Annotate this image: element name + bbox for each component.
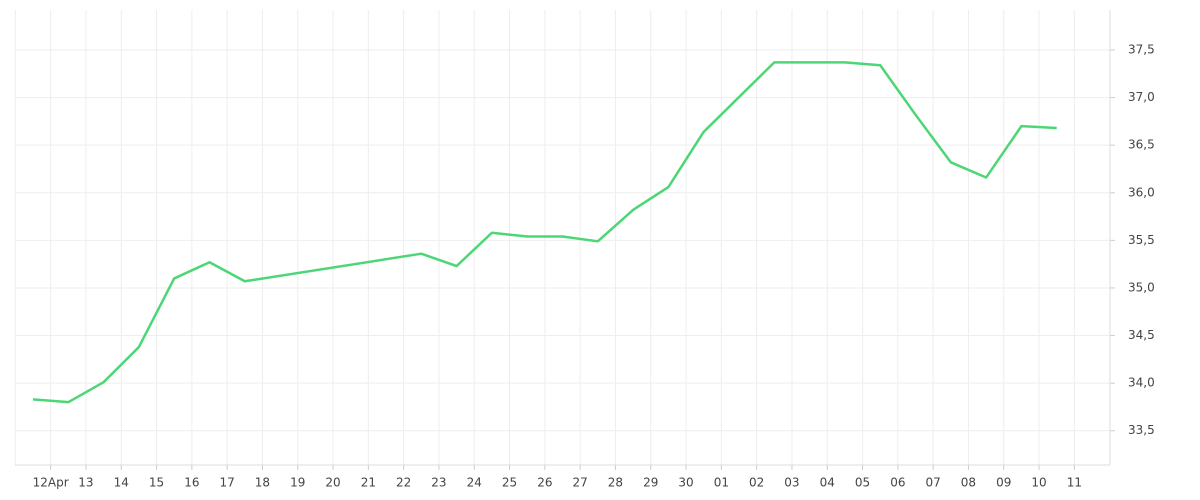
y-tick-label: 35,5: [1128, 233, 1155, 247]
x-tick-label: 17: [220, 476, 235, 490]
y-tick-label: 37,5: [1128, 42, 1155, 56]
x-tick-label: 29: [643, 476, 658, 490]
x-tick-label: 06: [890, 476, 905, 490]
x-tick-label: 13: [78, 476, 93, 490]
x-tick-label: 19: [290, 476, 305, 490]
x-tick-label: 10: [1031, 476, 1046, 490]
x-tick-label: 28: [608, 476, 623, 490]
y-tick-label: 36,5: [1128, 138, 1155, 152]
x-tick-label: 09: [996, 476, 1011, 490]
x-tick-label: 03: [784, 476, 799, 490]
x-tick-label: 21: [361, 476, 376, 490]
x-tick-label: 16: [184, 476, 199, 490]
y-tick-label: 33,5: [1128, 423, 1155, 437]
x-tick-label: 07: [926, 476, 941, 490]
x-tick-label: 26: [537, 476, 552, 490]
y-tick-label: 37,0: [1128, 90, 1155, 104]
x-tick-label: 25: [502, 476, 517, 490]
x-tick-label: 05: [855, 476, 870, 490]
x-tick-label: 08: [961, 476, 976, 490]
x-tick-label: 11: [1067, 476, 1082, 490]
x-tick-label: 23: [431, 476, 446, 490]
x-tick-label: 02: [749, 476, 764, 490]
x-tick-label: 04: [820, 476, 835, 490]
line: [32, 61, 1057, 404]
x-tick-label: 12Apr: [33, 476, 69, 490]
x-tick-label: 22: [396, 476, 411, 490]
x-tick-label: 01: [714, 476, 729, 490]
x-tick-label: 14: [114, 476, 129, 490]
x-tick-label: 24: [467, 476, 482, 490]
x-tick-label: 20: [325, 476, 340, 490]
x-tick-label: 15: [149, 476, 164, 490]
x-tick-label: 18: [255, 476, 270, 490]
y-tick-label: 34,5: [1128, 328, 1155, 342]
x-tick-label: 27: [573, 476, 588, 490]
y-tick-label: 34,0: [1128, 376, 1155, 390]
x-tick-label: 30: [678, 476, 693, 490]
y-tick-label: 36,0: [1128, 185, 1155, 199]
y-tick-label: 35,0: [1128, 280, 1155, 294]
